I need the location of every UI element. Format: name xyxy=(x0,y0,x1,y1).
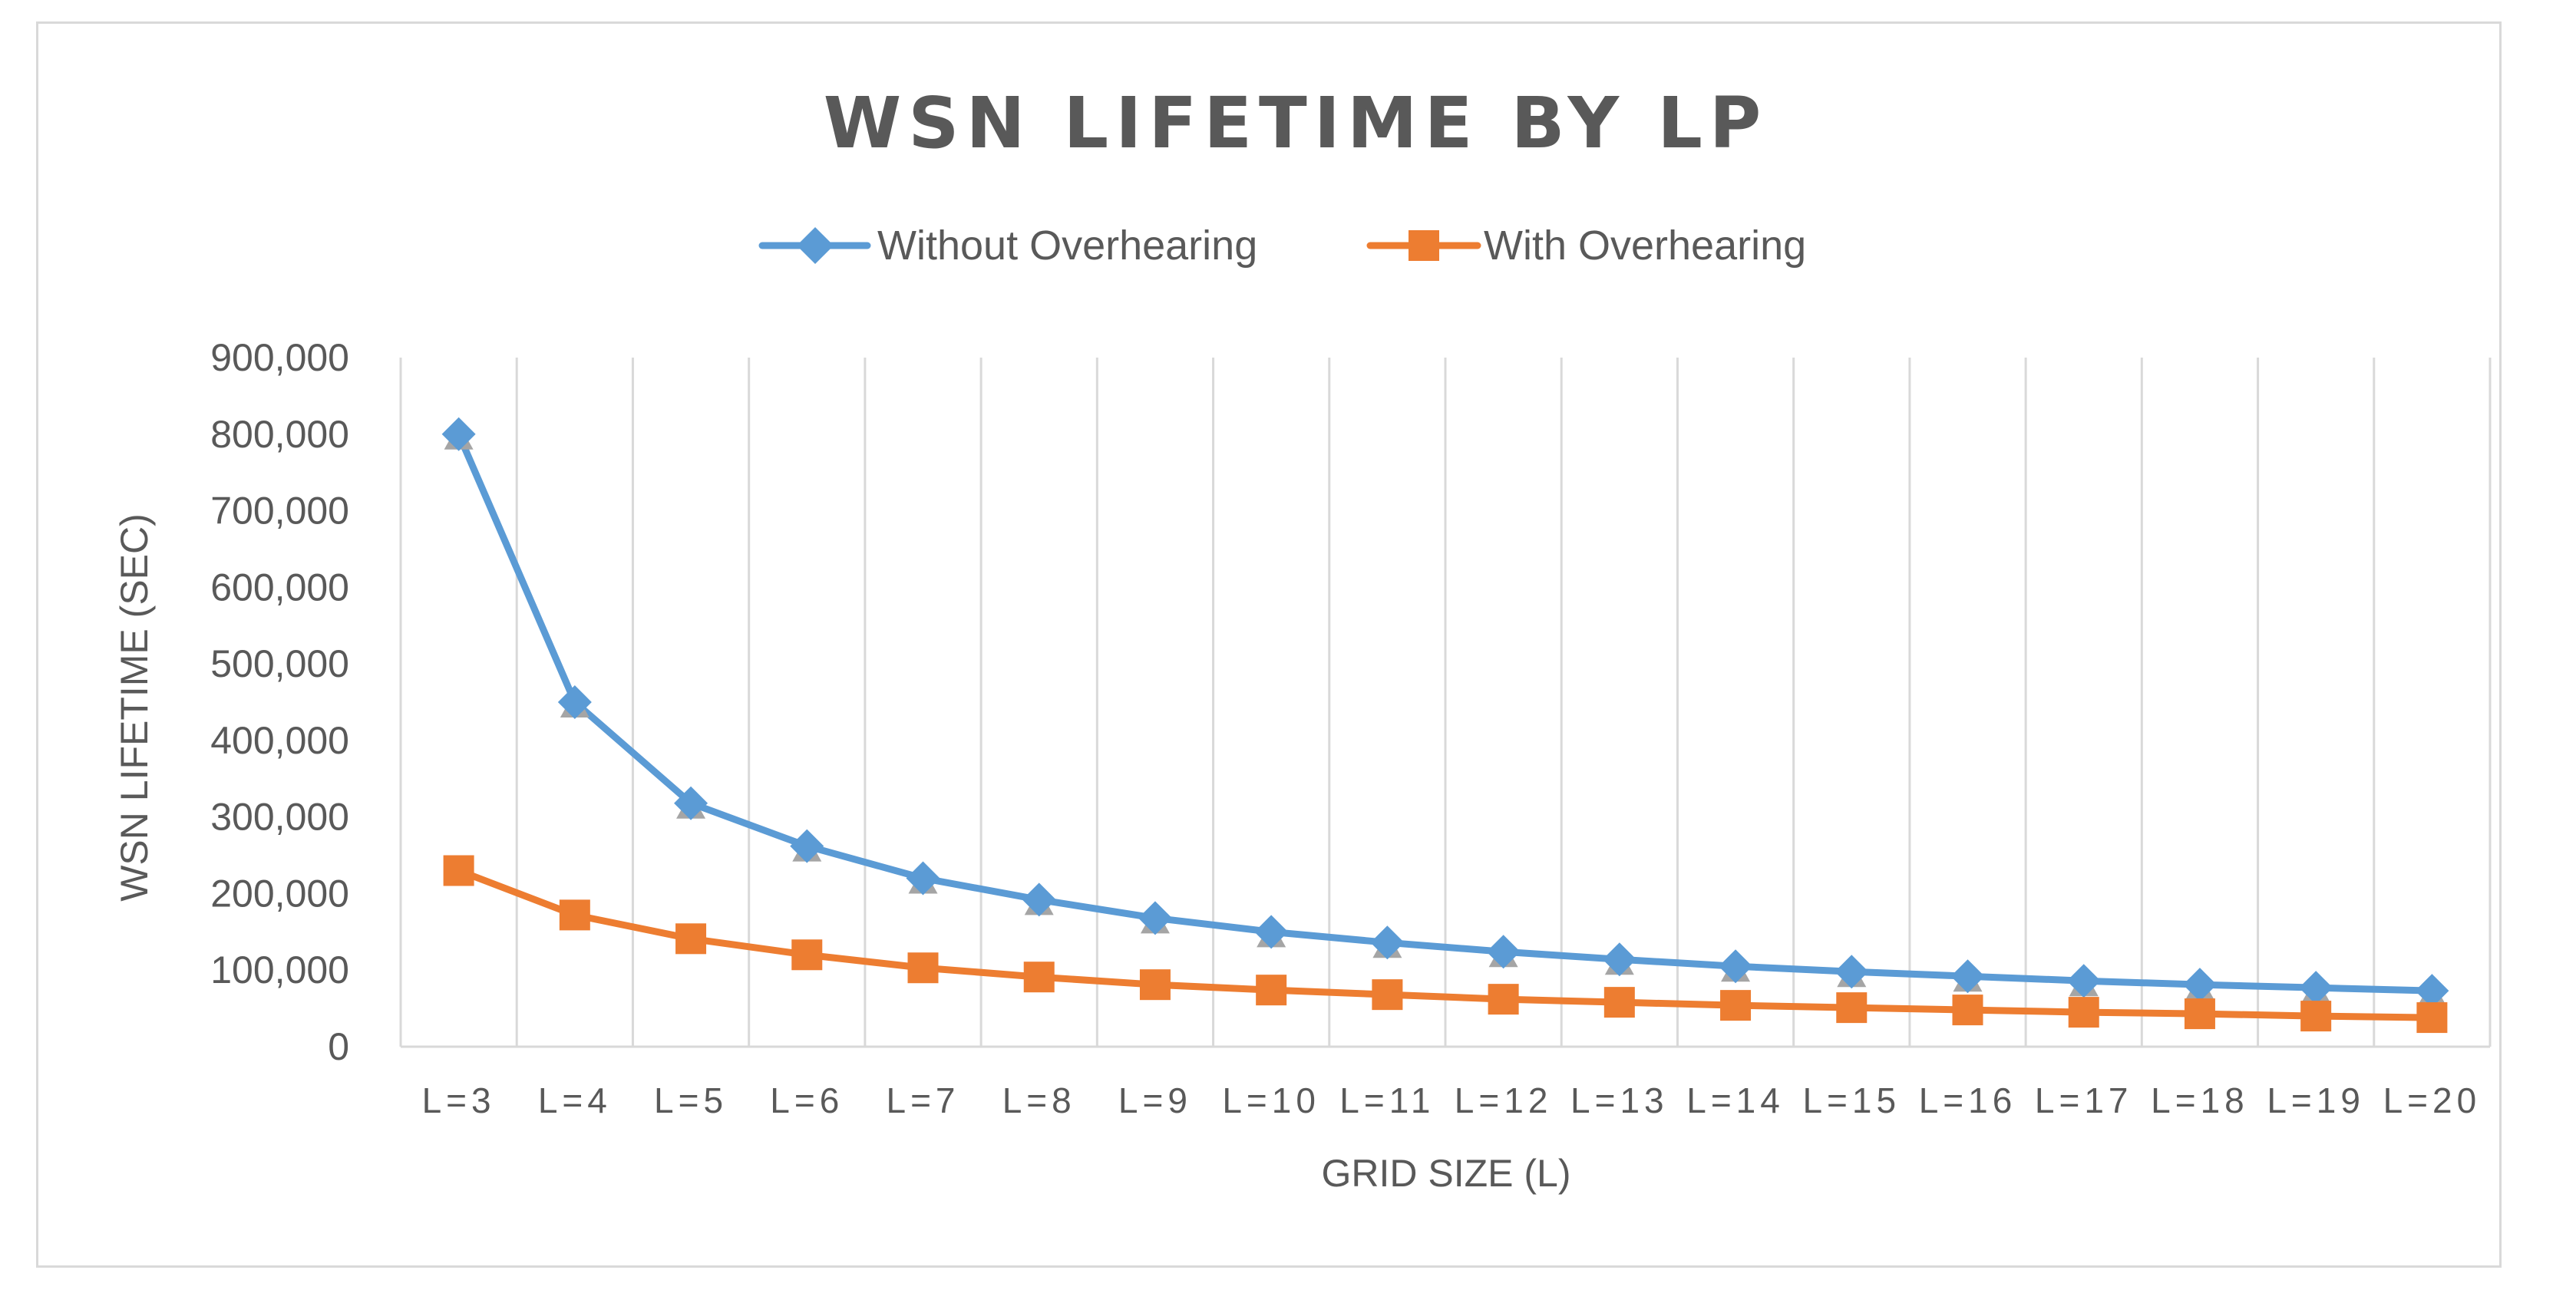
data-point xyxy=(2416,1002,2448,1034)
x-tick-label: L=9 xyxy=(1118,1080,1192,1120)
data-point xyxy=(1486,935,1521,969)
data-point xyxy=(1836,992,1868,1024)
x-tick-label: L=19 xyxy=(2267,1080,2365,1120)
data-point xyxy=(675,923,707,955)
data-point xyxy=(2068,997,2099,1028)
x-tick-label: L=8 xyxy=(1002,1080,1076,1120)
data-point xyxy=(2299,971,2333,1005)
y-axis-label: WSN LIFETIME (SEC) xyxy=(113,513,156,902)
y-tick-label: 0 xyxy=(328,1025,349,1068)
x-tick-label: L=15 xyxy=(1802,1080,1901,1120)
y-tick-label: 800,000 xyxy=(210,413,349,456)
x-tick-label: L=5 xyxy=(654,1080,728,1120)
grid xyxy=(399,358,2492,1048)
x-axis-ticks: L=3 L=4 L=5 L=6 L=7 L=8 L=9 L=10 L=11 L=12 L=13 L=1… xyxy=(422,1080,2482,1120)
y-tick-label: 600,000 xyxy=(210,566,349,609)
x-tick-label: L=13 xyxy=(1570,1080,1669,1120)
x-tick-label: L=3 xyxy=(422,1080,496,1120)
x-tick-label: L=18 xyxy=(2151,1080,2249,1120)
x-tick-label: L=11 xyxy=(1339,1080,1435,1120)
data-point xyxy=(1488,984,1519,1015)
data-point xyxy=(1022,882,1056,917)
series-line-with-overhearing xyxy=(457,867,2432,1021)
data-point xyxy=(1023,962,1055,993)
data-point xyxy=(1720,990,1752,1021)
x-tick-label: L=12 xyxy=(1455,1080,1553,1120)
series-line-without-overhearing xyxy=(455,432,2432,995)
legend-marker-without-overhearing xyxy=(796,226,834,265)
data-point xyxy=(1719,949,1753,984)
data-point xyxy=(1602,942,1636,977)
data-point xyxy=(907,952,939,984)
x-tick-label: L=16 xyxy=(1919,1080,2017,1120)
data-point xyxy=(791,939,823,971)
y-tick-label: 700,000 xyxy=(210,490,349,533)
data-point xyxy=(2415,974,2449,1008)
y-tick-label: 100,000 xyxy=(210,948,349,991)
x-tick-label: L=17 xyxy=(2035,1080,2133,1120)
data-point xyxy=(2184,998,2215,1030)
data-point xyxy=(559,899,590,931)
y-axis-ticks: 0 100,000 200,000 300,000 400,000 500,000 600,… xyxy=(210,336,349,1068)
legend-label-without-overhearing: Without Overhearing xyxy=(877,223,1257,269)
data-point xyxy=(1950,959,1985,994)
x-axis-label: GRID SIZE (L) xyxy=(1321,1152,1570,1195)
y-tick-label: 200,000 xyxy=(210,872,349,915)
data-point xyxy=(1372,979,1403,1011)
y-tick-label: 500,000 xyxy=(210,642,349,685)
legend-marker-with-overhearing xyxy=(1409,230,1439,261)
data-point xyxy=(2182,968,2217,1002)
data-point xyxy=(1603,987,1635,1018)
data-point xyxy=(557,685,592,719)
data-point xyxy=(1952,995,1983,1026)
data-point xyxy=(906,861,940,896)
data-point xyxy=(1138,901,1172,935)
data-point xyxy=(441,417,476,451)
series-layer xyxy=(441,417,2449,1034)
y-tick-label: 300,000 xyxy=(210,796,349,839)
chart-title: WSN LIFETIME BY LP xyxy=(824,82,1769,164)
y-tick-label: 900,000 xyxy=(210,336,349,379)
data-point xyxy=(1254,915,1289,949)
chart-frame xyxy=(36,21,2502,1268)
x-tick-label: L=4 xyxy=(538,1080,612,1120)
x-tick-label: L=14 xyxy=(1686,1080,1785,1120)
data-point xyxy=(1256,975,1287,1006)
x-tick-label: L=10 xyxy=(1222,1080,1320,1120)
data-point xyxy=(443,855,474,886)
data-point xyxy=(1370,925,1405,960)
data-point xyxy=(2300,1001,2332,1032)
x-tick-label: L=7 xyxy=(886,1080,959,1120)
data-point xyxy=(2066,964,2101,998)
data-point xyxy=(790,829,824,863)
data-point xyxy=(1139,969,1171,1001)
data-point xyxy=(1835,955,1869,989)
legend-label-with-overhearing: With Overhearing xyxy=(1484,223,1806,269)
y-tick-label: 400,000 xyxy=(210,719,349,762)
data-point xyxy=(674,786,708,820)
legend: Without Overhearing With Overhearing xyxy=(758,223,1806,269)
x-tick-label: L=20 xyxy=(2383,1080,2482,1120)
x-tick-label: L=6 xyxy=(770,1080,844,1120)
